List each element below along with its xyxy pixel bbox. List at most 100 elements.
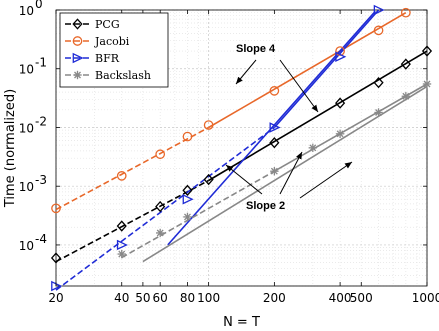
asterisk-stroke	[309, 144, 317, 152]
data-point-triangle	[373, 4, 385, 16]
legend-label: Jacobi	[94, 35, 130, 48]
data-point-asterisk	[155, 228, 165, 238]
fit-line-dashed	[55, 126, 209, 211]
data-point-diamond	[116, 220, 127, 232]
data-point-diamond	[400, 58, 411, 70]
x-tick-label: 40	[114, 291, 129, 305]
data-point-asterisk	[374, 108, 383, 117]
data-point-circle	[400, 7, 411, 18]
x-tick-label: 1000	[412, 291, 439, 305]
asterisk-stroke	[270, 167, 278, 175]
data-point-circle	[203, 120, 214, 130]
slope-4-label: Slope 4	[236, 43, 276, 55]
data-point-diamond	[269, 137, 280, 149]
data-point-diamond	[72, 18, 83, 30]
data-point-asterisk	[183, 212, 192, 222]
asterisk-stroke	[156, 229, 164, 237]
data-point-asterisk	[73, 70, 82, 80]
slope-4-reference-line	[167, 10, 376, 246]
data-point-diamond	[203, 173, 214, 186]
data-point-asterisk	[335, 129, 345, 139]
fit-line-solid	[273, 9, 380, 129]
x-axis-title: N = T	[223, 315, 260, 330]
slope-2-reference-line	[142, 85, 428, 263]
x-tick-label: 400	[329, 291, 352, 305]
legend-item-pcg: PCG	[65, 18, 120, 31]
x-tick-label: 20	[48, 291, 63, 305]
legend-label: Backslash	[95, 69, 151, 82]
series-group	[50, 4, 433, 292]
x-tick-label: 60	[153, 291, 168, 305]
y-tick-exponent: 0	[35, 0, 43, 11]
data-point-triangle	[182, 194, 194, 205]
asterisk-stroke	[184, 213, 191, 221]
fit-line-dashed	[55, 126, 275, 291]
fit-line-dashed	[121, 170, 275, 259]
fit-line-dashed	[55, 179, 209, 263]
series-backslash	[117, 79, 432, 259]
asterisk-stroke	[423, 80, 431, 88]
data-point-triangle	[116, 239, 128, 251]
asterisk-stroke	[402, 92, 410, 100]
slope-2-arrow	[299, 161, 353, 199]
legend-item-bfr: BFR	[65, 52, 120, 65]
y-tick-label: 10	[19, 4, 34, 18]
y-tick-label: 10	[19, 63, 34, 77]
series-bfr	[51, 4, 385, 292]
slope-2-label: Slope 2	[246, 200, 285, 212]
data-point-triangle	[335, 51, 347, 62]
x-tick-label: 100	[197, 291, 220, 305]
asterisk-stroke	[375, 109, 383, 116]
data-point-circle	[335, 46, 345, 56]
data-point-circle	[51, 203, 61, 214]
x-tick-label: 50	[135, 291, 150, 305]
x-tick-label: 80	[180, 291, 195, 305]
y-axis-title: Time (normalized)	[3, 89, 18, 208]
data-point-circle	[72, 36, 83, 46]
data-point-asterisk	[117, 249, 126, 259]
asterisk-stroke	[336, 130, 344, 138]
data-point-diamond	[155, 200, 166, 213]
y-tick-label: 10	[19, 239, 34, 253]
legend-label: PCG	[95, 18, 120, 31]
slope-2-arrow	[279, 151, 303, 195]
plot-frame	[55, 9, 428, 287]
data-point-circle	[116, 171, 127, 181]
data-point-circle	[269, 86, 280, 96]
y-tick-exponent: -3	[35, 173, 47, 187]
fit-lines	[55, 9, 428, 291]
data-point-circle	[155, 149, 166, 160]
series-pcg	[50, 45, 433, 264]
data-point-triangle	[72, 52, 84, 64]
y-tick-label: 10	[19, 121, 34, 135]
data-point-diamond	[335, 97, 346, 109]
fit-line-solid	[208, 12, 407, 129]
y-tick-exponent: -2	[35, 114, 47, 128]
legend-label: BFR	[95, 52, 120, 65]
series-jacobi	[51, 7, 411, 214]
slope-4-arrow	[279, 59, 319, 113]
data-point-circle	[182, 131, 193, 142]
asterisk-stroke	[118, 250, 126, 258]
legend-box	[59, 12, 169, 88]
slope-4-arrow	[235, 59, 257, 85]
y-tick-exponent: -4	[35, 232, 47, 246]
data-point-diamond	[421, 45, 433, 57]
y-tick-exponent: -1	[35, 56, 47, 70]
annotations: Slope 4 Slope 2	[225, 43, 353, 212]
legend: PCG Jacobi BFR Backslash	[59, 12, 169, 88]
data-point-diamond	[50, 252, 62, 264]
data-point-asterisk	[270, 167, 279, 176]
x-tick-label: 200	[263, 291, 286, 305]
legend-item-jacobi: Jacobi	[65, 35, 130, 48]
legend-item-backslash: Backslash	[65, 69, 151, 82]
data-point-asterisk	[308, 143, 318, 153]
x-tick-label: 500	[350, 291, 373, 305]
y-tick-label: 10	[19, 180, 34, 194]
slope-2-arrow	[225, 164, 263, 195]
data-point-asterisk	[422, 79, 432, 89]
asterisk-stroke	[74, 71, 81, 79]
data-point-diamond	[373, 76, 384, 89]
